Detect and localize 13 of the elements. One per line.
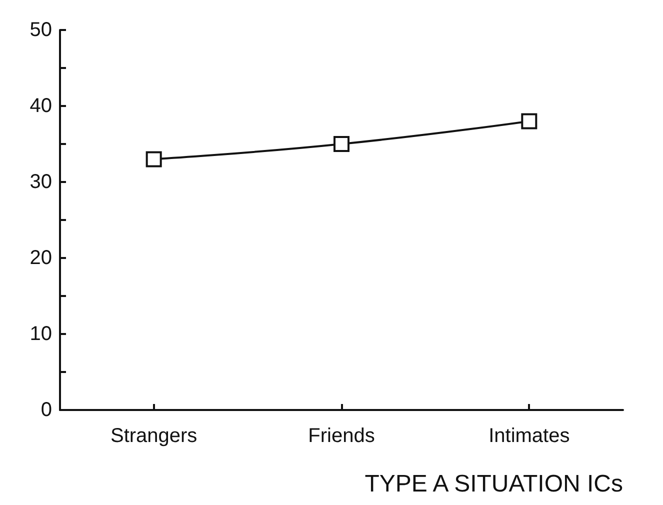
point: [334, 136, 350, 152]
point: [146, 151, 162, 168]
y-tick-label: 40: [30, 95, 52, 117]
y-tick-label: 10: [30, 323, 52, 345]
y-tick-label: 30: [30, 171, 52, 193]
x-tick-label: Strangers: [110, 425, 198, 447]
y-tick-label: 50: [30, 19, 52, 41]
x-tick-label: Friends: [308, 425, 375, 447]
point: [521, 113, 538, 130]
y-tick-label: 20: [30, 247, 52, 269]
x-axis-title: TYPE A SITUATION ICs: [364, 470, 623, 498]
x-tick-label: Intimates: [488, 425, 570, 447]
y-tick-label: 0: [40, 399, 52, 421]
